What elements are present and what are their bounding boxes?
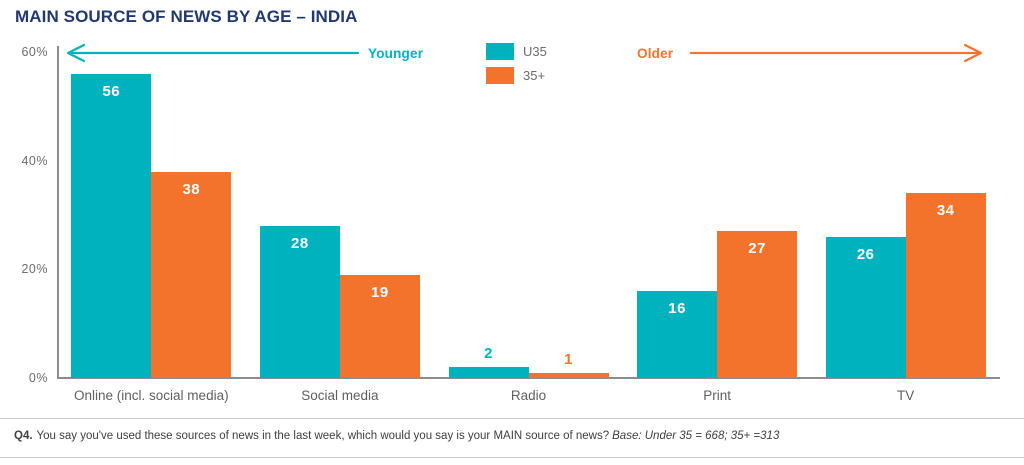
- bar-value-label: 16: [668, 300, 686, 318]
- bar-u35-4: [637, 291, 718, 378]
- y-axis-tick-label: 60%: [21, 45, 48, 59]
- legend-swatch-35plus: [486, 67, 514, 84]
- footnote-base-text: Base: Under 35 = 668; 35+ =313: [612, 430, 780, 442]
- bar-u35-5: [825, 236, 906, 378]
- bar-value-label: 1: [564, 350, 573, 368]
- bar-35plus-4: [717, 231, 798, 378]
- category-label: Social media: [301, 388, 379, 403]
- younger-arrow-icon: [66, 43, 360, 63]
- bar-value-label: 27: [748, 240, 766, 258]
- bar-value-label: 38: [182, 180, 201, 198]
- legend: U35 35+: [486, 43, 547, 91]
- legend-swatch-u35: [486, 43, 514, 60]
- y-axis-tick-label: 0%: [28, 371, 48, 385]
- footnote: Q4. You say you've used these sources of …: [14, 430, 1014, 442]
- younger-label: Younger: [368, 46, 424, 61]
- y-axis-tick-label: 20%: [21, 262, 48, 277]
- y-axis-tick-label: 40%: [21, 153, 48, 168]
- bar-35plus-3: [528, 372, 609, 378]
- older-label: Older: [637, 46, 674, 61]
- older-arrow-icon: [689, 43, 983, 63]
- bar-value-label: 34: [936, 202, 955, 220]
- bar-u35-2: [259, 225, 340, 378]
- legend-item-35plus: 35+: [486, 67, 547, 84]
- category-label: TV: [897, 388, 915, 403]
- bar-35plus-5: [905, 193, 986, 378]
- bar-35plus-1: [151, 171, 232, 378]
- bar-value-label: 56: [102, 82, 121, 100]
- footnote-rule-bottom: [0, 457, 1024, 458]
- bar-value-label: 28: [291, 234, 309, 252]
- legend-item-u35: U35: [486, 43, 547, 60]
- bar-value-label: 26: [856, 245, 875, 263]
- bar-u35-1: [71, 73, 152, 378]
- chart-title: MAIN SOURCE OF NEWS BY AGE – INDIA: [15, 7, 358, 26]
- category-label: Radio: [510, 388, 547, 403]
- y-axis-line: [57, 46, 59, 378]
- footnote-question-number: Q4.: [14, 430, 33, 442]
- bar-u35-3: [448, 367, 529, 378]
- category-label: Online (incl. social media): [74, 388, 229, 403]
- footnote-question-text: You say you've used these sources of new…: [36, 430, 610, 442]
- bar-value-label: 2: [484, 345, 493, 363]
- category-label: Print: [703, 388, 731, 403]
- legend-label-u35: U35: [523, 44, 547, 59]
- x-axis-baseline: [57, 377, 1000, 379]
- legend-label-35plus: 35+: [523, 68, 546, 83]
- bar-35plus-2: [339, 274, 420, 378]
- bar-value-label: 19: [371, 283, 389, 301]
- footnote-rule-top: [0, 418, 1024, 419]
